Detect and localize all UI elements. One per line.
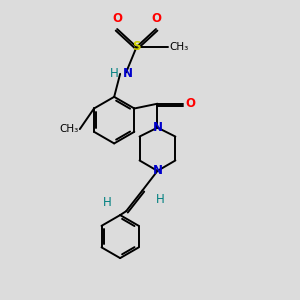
- Text: H: H: [156, 193, 165, 206]
- Text: N: N: [152, 164, 163, 177]
- Text: H: H: [110, 68, 118, 80]
- Text: S: S: [132, 40, 141, 53]
- Text: O: O: [185, 97, 195, 110]
- Text: CH₃: CH₃: [59, 124, 78, 134]
- Text: O: O: [151, 13, 161, 26]
- Text: N: N: [122, 68, 133, 80]
- Text: CH₃: CH₃: [169, 42, 189, 52]
- Text: N: N: [152, 121, 163, 134]
- Text: H: H: [102, 196, 111, 209]
- Text: O: O: [112, 13, 122, 26]
